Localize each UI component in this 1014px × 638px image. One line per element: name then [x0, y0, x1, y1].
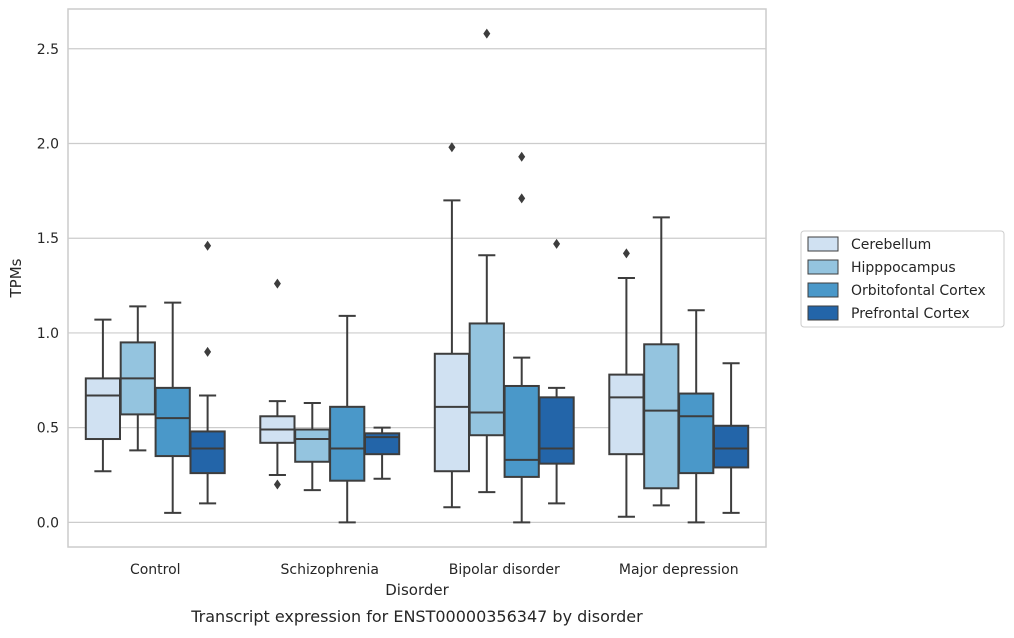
box-body: [678, 392, 715, 475]
legend-frame: [800, 230, 1005, 328]
legend: Cerebellum Hipppocampus Orbitofontal Corte…: [800, 230, 1005, 328]
chart-caption: Transcript expression for ENST0000035634…: [190, 607, 643, 626]
x-tick-label: Control: [130, 562, 181, 578]
box-body: [329, 405, 366, 482]
box-0-2: [154, 301, 191, 514]
box-body: [712, 424, 750, 469]
legend-swatch: [807, 236, 839, 252]
y-axis-label: TPMs: [7, 258, 25, 298]
box-3-1: [643, 216, 680, 507]
y-tick-label: 1.0: [37, 326, 59, 342]
box-body: [503, 384, 540, 478]
legend-label: Orbitofontal Cortex: [851, 283, 986, 299]
boxes: [84, 28, 750, 524]
y-tick-label: 2.5: [37, 42, 59, 58]
box-3-3: [712, 362, 750, 514]
box-1-3: [363, 426, 401, 480]
outlier-point: [273, 479, 281, 490]
box-2-1: [468, 28, 505, 494]
legend-swatch: [807, 259, 839, 275]
legend-label: Prefrontal Cortex: [851, 306, 970, 322]
box-2-3: [538, 238, 575, 505]
outlier-point: [518, 193, 526, 204]
box-2-0: [433, 142, 471, 509]
box-2-2: [503, 151, 540, 524]
x-tick-label: Schizophrenia: [281, 562, 379, 578]
y-tick-label: 0.0: [37, 515, 59, 531]
box-body: [643, 343, 680, 490]
outlier-point: [518, 151, 526, 162]
y-tick-label: 1.5: [37, 231, 59, 247]
x-axis-label: Disorder: [385, 581, 449, 599]
legend-label: Hipppocampus: [851, 260, 956, 276]
box-body: [154, 386, 191, 458]
box-body: [189, 430, 226, 475]
box-body: [433, 352, 471, 473]
legend-swatch: [807, 305, 839, 321]
x-ticks: Control Schizophrenia Bipolar disorder Majo…: [130, 562, 739, 578]
outlier-point: [553, 238, 561, 249]
y-tick-label: 2.0: [37, 137, 59, 153]
box-0-3: [189, 240, 226, 505]
box-3-0: [608, 248, 645, 518]
box-body: [294, 428, 331, 463]
box-0-1: [119, 305, 156, 452]
box-1-0: [259, 278, 296, 490]
x-tick-label: Major depression: [619, 562, 739, 578]
y-ticks: 0.0 0.5 1.0 1.5 2.0 2.5: [37, 42, 59, 532]
outlier-point: [204, 346, 212, 357]
box-body: [363, 432, 401, 456]
y-tick-label: 0.5: [37, 421, 59, 437]
box-body: [608, 373, 645, 456]
box-body: [84, 377, 122, 441]
outlier-point: [204, 240, 212, 251]
outlier-point: [448, 142, 456, 153]
box-body: [468, 322, 505, 437]
box-0-0: [84, 318, 122, 473]
outlier-point: [273, 278, 281, 289]
legend-swatch: [807, 282, 839, 298]
box-body: [538, 396, 575, 465]
outlier-point: [483, 28, 491, 39]
x-tick-label: Bipolar disorder: [449, 562, 560, 578]
outlier-point: [622, 248, 630, 259]
legend-label: Cerebellum: [851, 237, 931, 253]
